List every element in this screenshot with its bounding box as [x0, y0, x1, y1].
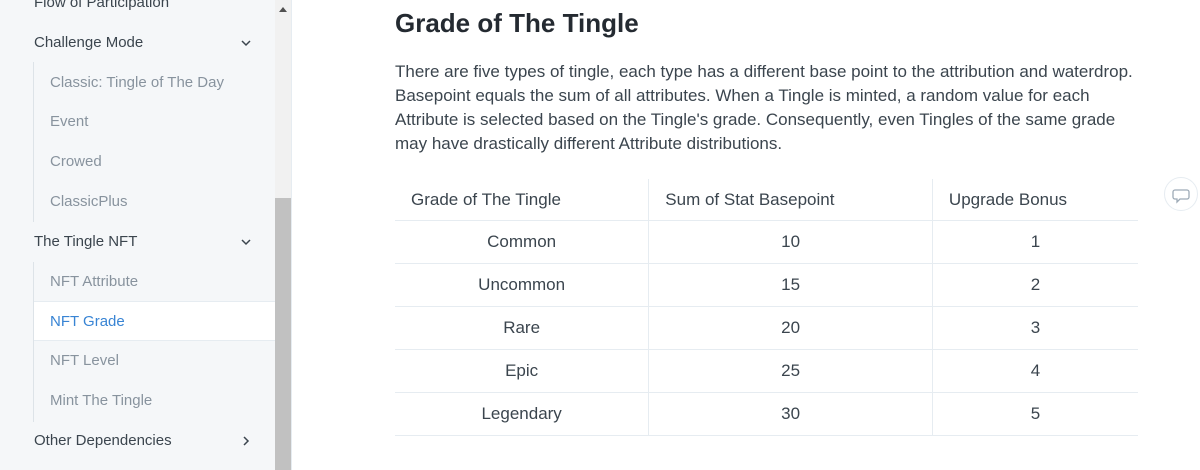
- nav-item[interactable]: Mint The Tingle: [0, 381, 275, 421]
- comment-button[interactable]: [1164, 177, 1198, 211]
- nav-item[interactable]: Event: [0, 102, 275, 142]
- table-cell: Rare: [395, 306, 649, 350]
- scroll-up[interactable]: [275, 2, 291, 18]
- table-cell: Legendary: [395, 392, 649, 436]
- table-row: Uncommon 15 2: [395, 263, 1138, 307]
- nav-label: Other Dependencies: [34, 431, 172, 449]
- nav-label: NFT Grade: [50, 313, 125, 331]
- table-cell: 3: [931, 306, 1138, 350]
- table-cell: 15: [648, 263, 933, 307]
- nav-label: Crowed: [50, 153, 102, 171]
- page-title: Grade of The Tingle: [395, 8, 639, 38]
- nav-item[interactable]: NFT Attribute: [0, 262, 275, 302]
- paragraph: There are five types of tingle, each typ…: [395, 62, 1133, 153]
- nav-item[interactable]: Classic: Tingle of The Day: [0, 63, 275, 103]
- nav-label: Flow of Participation: [34, 0, 170, 11]
- table-cell: 4: [931, 349, 1138, 393]
- table-row: Rare 20 3: [395, 306, 1138, 350]
- nav-item[interactable]: ClassicPlus: [0, 182, 275, 222]
- table-row: Legendary 30 5: [395, 392, 1138, 436]
- nav-label: Event: [50, 113, 89, 131]
- chevron[interactable]: [238, 433, 254, 449]
- header-cell: Grade of The Tingle: [395, 179, 649, 221]
- table-cell: 1: [931, 220, 1138, 264]
- table-cell: Uncommon: [395, 263, 649, 307]
- table-cell: 10: [648, 220, 933, 264]
- chevron[interactable]: [238, 35, 254, 51]
- header-cell: Sum of Stat Basepoint: [648, 179, 933, 221]
- scroll-thumb[interactable]: [275, 198, 291, 470]
- nav-item[interactable]: Other Dependencies: [0, 421, 275, 461]
- nav-item[interactable]: Challenge Mode: [0, 23, 275, 63]
- table-cell: 2: [931, 263, 1138, 307]
- nav-label: Challenge Mode: [34, 33, 144, 51]
- nav-label: ClassicPlus: [50, 193, 128, 210]
- nav-item[interactable]: NFT Level: [0, 341, 275, 381]
- table-cell: Epic: [395, 349, 649, 393]
- nav-item[interactable]: Crowed: [0, 142, 275, 182]
- table-cell: 5: [931, 392, 1138, 436]
- table-cell: 20: [648, 306, 933, 350]
- table-cell: 30: [648, 392, 933, 436]
- tree-line: [33, 262, 34, 422]
- table-cell: Common: [395, 220, 649, 264]
- nav-item[interactable]: The Tingle NFT: [0, 222, 275, 262]
- grade-table: Grade of The Tingle Sum of Stat Basepoint…: [395, 179, 1138, 436]
- nav-label: NFT Attribute: [50, 272, 139, 290]
- nav-label: NFT Level: [50, 352, 119, 370]
- table-cell: 25: [648, 349, 933, 393]
- nav-label: The Tingle NFT: [34, 232, 138, 250]
- sidebar: Flow of Participation Challenge Mode Class…: [0, 0, 275, 470]
- nav-label: Classic: Tingle of The Day: [50, 73, 224, 91]
- table-row: Common 10 1: [395, 220, 1138, 264]
- nav-label: Mint The Tingle: [50, 392, 153, 409]
- nav-item[interactable]: Flow of Participation: [0, 0, 275, 23]
- table-row: Epic 25 4: [395, 349, 1138, 393]
- nav-item[interactable]: NFT Grade: [34, 301, 275, 342]
- header-row: Grade of The Tingle Sum of Stat Basepoint…: [395, 179, 1138, 221]
- tree-line: [33, 62, 34, 222]
- header-cell: Upgrade Bonus: [931, 179, 1138, 221]
- chevron[interactable]: [238, 234, 254, 250]
